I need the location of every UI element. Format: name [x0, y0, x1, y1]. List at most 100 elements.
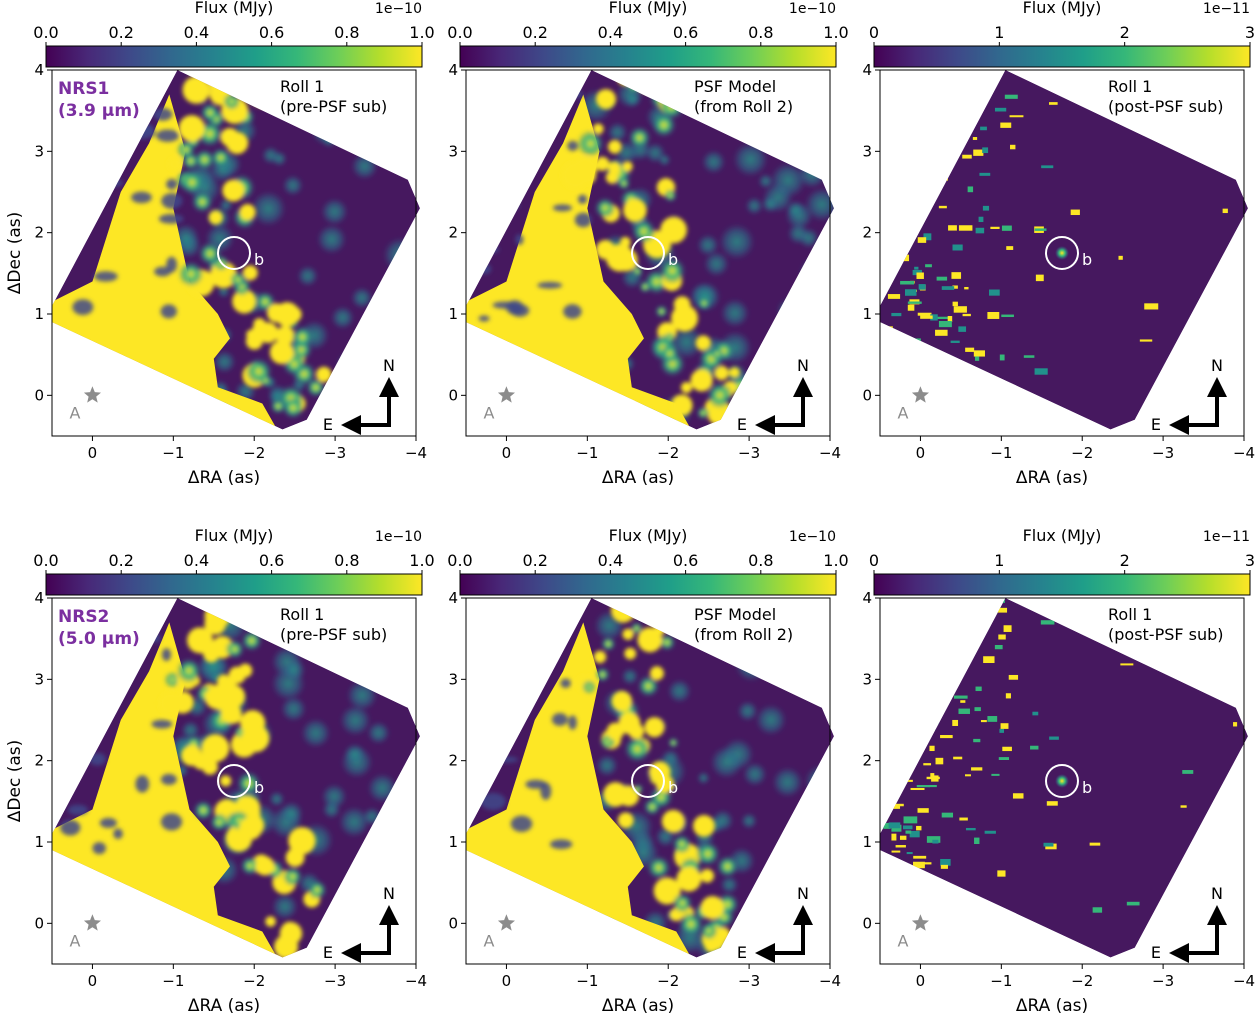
colorbar: [459, 573, 837, 596]
axes-frame: [879, 69, 1245, 437]
y-tick-label: 2: [34, 752, 44, 770]
y-tick-label: 3: [448, 142, 458, 160]
colorbar-exponent: 1e−11: [1203, 1, 1250, 17]
panel-label-line2: (pre-PSF sub): [280, 625, 387, 644]
x-tick-label: −2: [1071, 444, 1093, 462]
axes-frame: [51, 69, 417, 437]
colorbar-tick-label: 0.2: [522, 551, 547, 570]
x-tick-label: −4: [1233, 444, 1255, 462]
companion-label: b: [1082, 778, 1092, 797]
colorbar-tick-label: 0.6: [673, 551, 698, 570]
x-axis-label: ΔRA (as): [602, 468, 674, 488]
y-tick-label: 3: [34, 670, 44, 688]
y-tick-label: 1: [862, 833, 872, 851]
x-tick-label: 0: [916, 444, 926, 462]
colorbar-tick-label: 0: [869, 23, 879, 42]
panel-label-line1: Roll 1: [280, 77, 324, 96]
detector-wavelength: (3.9 μm): [58, 101, 140, 121]
colorbar-tick-label: 0.2: [108, 23, 133, 42]
companion-circle: [217, 236, 251, 270]
y-tick-label: 4: [448, 589, 458, 607]
x-tick-label: −2: [243, 444, 265, 462]
axes-frame: [465, 597, 831, 965]
colorbar: [873, 45, 1251, 68]
compass-north-label: N: [797, 356, 809, 375]
east-arrow-icon: [1169, 415, 1189, 435]
colorbar-tick-label: 0.8: [334, 23, 359, 42]
y-axis-label: ΔDec (as): [5, 212, 25, 294]
x-tick-label: −4: [405, 972, 427, 990]
colorbar-tick-label: 3: [1245, 551, 1255, 570]
x-tick-label: 0: [88, 972, 98, 990]
colorbar-tick-label: 0.0: [33, 551, 58, 570]
x-axis-label: ΔRA (as): [188, 468, 260, 488]
x-tick-label: −4: [405, 444, 427, 462]
y-tick-label: 2: [34, 224, 44, 242]
north-arrow-icon: [793, 905, 813, 925]
panel-2-1: 0.0 0.2 0.4 0.6 0.8 1.0 Flux (MJy) 1e−10 0 −1 −2 −3…: [5, 526, 435, 1016]
x-tick-label: −2: [657, 444, 679, 462]
colorbar-tick-label: 1.0: [409, 23, 434, 42]
colorbar-label: Flux (MJy): [1023, 526, 1102, 545]
companion-circle: [1045, 236, 1079, 270]
companion-circle: [631, 764, 665, 798]
colorbar-tick-label: 2: [1120, 551, 1130, 570]
star-icon: [911, 386, 929, 403]
y-tick-label: 3: [34, 142, 44, 160]
star-label: A: [897, 931, 908, 950]
x-tick-label: −4: [1233, 972, 1255, 990]
compass-east-label: E: [737, 415, 747, 434]
x-tick-label: −1: [576, 972, 598, 990]
x-tick-label: −1: [162, 972, 184, 990]
companion-label: b: [254, 778, 264, 797]
axes-frame: [51, 597, 417, 965]
saturated-region: [466, 622, 693, 958]
east-arrow-icon: [341, 943, 361, 963]
colorbar-tick-label: 0.4: [184, 23, 209, 42]
colorbar-label: Flux (MJy): [609, 0, 688, 17]
y-tick-label: 4: [448, 61, 458, 79]
detector-label: NRS2: [58, 607, 109, 627]
colorbar-label: Flux (MJy): [195, 526, 274, 545]
y-tick-label: 0: [448, 386, 458, 404]
panel-label-line1: Roll 1: [1108, 77, 1152, 96]
x-axis-label: ΔRA (as): [1016, 468, 1088, 488]
north-arrow-icon: [1207, 905, 1227, 925]
detector-label: NRS1: [58, 79, 109, 99]
panel-1-3: 0 1 2 3 Flux (MJy) 1e−11 0 −1 −2 −3 −4 0 1 2 3 4 ΔRA (as…: [862, 0, 1255, 488]
panel-1-1: 0.0 0.2 0.4 0.6 0.8 1.0 Flux (MJy) 1e−10 0 −1 −2 −3…: [5, 0, 435, 488]
colorbar-tick-label: 1.0: [823, 23, 848, 42]
companion-circle: [217, 764, 251, 798]
saturated-region: [466, 94, 693, 430]
star-icon: [497, 386, 515, 403]
colorbar-tick-label: 0.6: [673, 23, 698, 42]
colorbar-label: Flux (MJy): [1023, 0, 1102, 17]
x-tick-label: 0: [88, 444, 98, 462]
y-tick-label: 0: [34, 914, 44, 932]
x-tick-label: −2: [657, 972, 679, 990]
y-tick-label: 2: [448, 752, 458, 770]
colorbar: [45, 573, 423, 596]
colorbar-tick-label: 0.8: [334, 551, 359, 570]
saturated-region: [52, 94, 279, 430]
star-label: A: [483, 931, 494, 950]
compass-north-label: N: [383, 356, 395, 375]
y-tick-label: 4: [862, 589, 872, 607]
x-tick-label: −3: [324, 972, 346, 990]
x-tick-label: 0: [916, 972, 926, 990]
x-tick-label: −3: [738, 444, 760, 462]
compass-north-label: N: [1211, 356, 1223, 375]
panel-2-3: 0 1 2 3 Flux (MJy) 1e−11 0 −1 −2 −3 −4 0 1 2 3 4 ΔRA (as…: [862, 526, 1255, 1016]
y-tick-label: 0: [862, 386, 872, 404]
colorbar-tick-label: 1.0: [409, 551, 434, 570]
y-tick-label: 1: [448, 833, 458, 851]
axes-frame: [879, 597, 1245, 965]
y-tick-label: 1: [34, 833, 44, 851]
colorbar-exponent: 1e−10: [789, 1, 836, 17]
star-icon: [83, 386, 101, 403]
compass-east-label: E: [323, 943, 333, 962]
image-data: [466, 70, 834, 430]
edge-blobs: [60, 601, 341, 958]
panel-label-line1: Roll 1: [1108, 605, 1152, 624]
x-tick-label: −3: [324, 444, 346, 462]
